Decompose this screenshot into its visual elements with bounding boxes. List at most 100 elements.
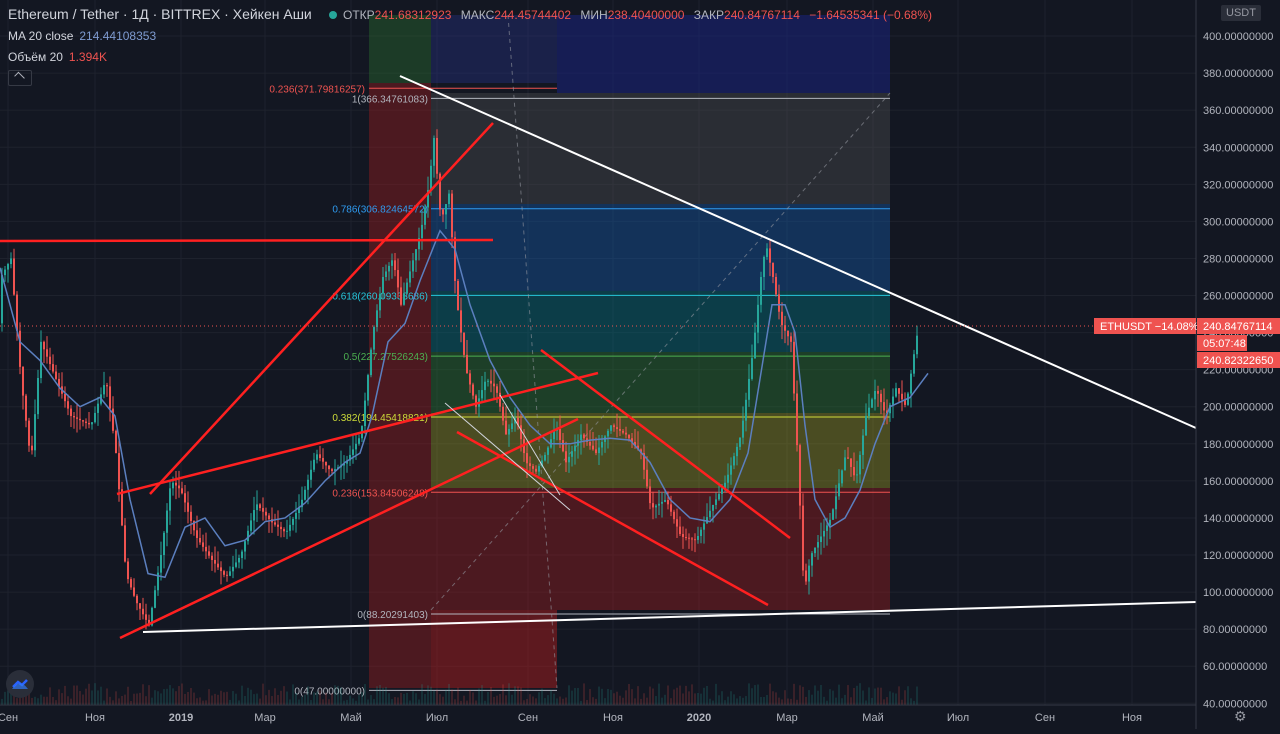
volume-bar [46, 696, 48, 705]
volume-bar [28, 691, 30, 705]
candle-body [544, 454, 546, 461]
tradingview-logo-icon[interactable] [6, 670, 34, 698]
volume-bar [727, 696, 729, 705]
volume-bar [211, 695, 213, 705]
volume-bar [847, 685, 849, 705]
settings-gear-icon[interactable]: ⚙ [1234, 708, 1247, 724]
volume-bar [571, 690, 573, 705]
trendline-red[interactable] [116, 371, 599, 496]
ohlc-low-label: МИН [580, 8, 608, 22]
fib-trend-dashed [430, 92, 891, 611]
trendline-thin[interactable] [444, 402, 571, 511]
volume-bar [757, 684, 759, 705]
trendline-red[interactable] [456, 430, 769, 607]
candle-body [553, 430, 555, 440]
symbol-title[interactable]: Ethereum / Tether · 1Д · BITTREX · Хейке… [8, 6, 312, 22]
volume-bar [259, 698, 261, 705]
candle-body [811, 553, 813, 566]
volume-bar [745, 696, 747, 705]
volume-bar [55, 700, 57, 705]
volume-bar [310, 700, 312, 705]
trendline-white[interactable] [399, 75, 1197, 429]
volume-bar [97, 690, 99, 705]
candle-body [895, 388, 897, 397]
fib-label: 1(366.34761083) [352, 94, 428, 105]
volume-bar [304, 694, 306, 705]
volume-bar [823, 696, 825, 705]
volume-bar [715, 683, 717, 705]
volume-bar [580, 700, 582, 705]
indicator-ma[interactable]: MA 20 close 214.44108353 [8, 29, 156, 43]
candle-body [364, 400, 366, 427]
y-tick-label: 100.00000000 [1203, 587, 1273, 599]
volume-bar [172, 688, 174, 705]
volume-bar [385, 686, 387, 705]
volume-bar [544, 698, 546, 705]
candle-body [82, 420, 84, 422]
candle-body [22, 366, 24, 396]
trendline-red[interactable] [149, 122, 494, 495]
volume-bar [808, 690, 810, 705]
candle-body [664, 500, 666, 502]
candle-body [211, 555, 213, 560]
candle-body [55, 371, 57, 379]
candle-body [844, 457, 846, 471]
candle-body [424, 207, 426, 225]
candle-body [571, 451, 573, 457]
ma-value-tag [1197, 352, 1280, 368]
candle-body [610, 425, 612, 431]
candle-body [235, 562, 237, 567]
volume-bar [586, 699, 588, 705]
volume-bar [439, 694, 441, 705]
candle-body [127, 561, 129, 580]
trendline-red[interactable] [540, 349, 791, 539]
trendline-red[interactable] [0, 238, 494, 243]
volume-bar [124, 694, 126, 705]
volume-bar [679, 685, 681, 705]
trendline-thin[interactable] [499, 394, 561, 496]
volume-bar [535, 698, 537, 705]
volume-bar [109, 696, 111, 705]
candle-body [493, 383, 495, 387]
candle-body [580, 434, 582, 441]
volume-bar [430, 686, 432, 705]
candle-body [769, 248, 771, 263]
collapse-legend-button[interactable] [8, 70, 32, 86]
volume-bar [280, 690, 282, 705]
candle-body [28, 420, 30, 446]
indicator-volume[interactable]: Объём 20 1.394K [8, 50, 107, 64]
ohlc-close-label: ЗАКР [693, 8, 725, 22]
ohlc-open-value: 241.68312923 [374, 8, 452, 22]
candle-body [709, 510, 711, 518]
volume-bar [616, 691, 618, 705]
x-tick-label: Сен [1035, 712, 1055, 724]
indicator-ma-name: MA 20 close [8, 29, 74, 43]
volume-bar [364, 684, 366, 705]
candle-body [700, 529, 702, 536]
candle-body [343, 463, 345, 466]
volume-bar [562, 698, 564, 705]
candle-body [535, 468, 537, 472]
candle-body [205, 546, 207, 552]
volume-bar [697, 692, 699, 705]
candle-body [745, 399, 747, 421]
ohlc-low-value: 238.40400000 [607, 8, 685, 22]
candle-body [391, 260, 393, 266]
volume-bar [199, 697, 201, 705]
currency-button[interactable]: USDT [1221, 5, 1261, 21]
candle-body [715, 499, 717, 505]
candle-body [760, 276, 762, 305]
candle-body [841, 470, 843, 484]
candle-body [19, 330, 21, 367]
volume-bar [547, 695, 549, 705]
candle-body [541, 460, 543, 467]
candle-body [46, 349, 48, 357]
candle-body [628, 434, 630, 439]
trendline-white[interactable] [142, 601, 1197, 633]
candle-body [658, 503, 660, 506]
volume-bar [205, 700, 207, 705]
candle-body [256, 504, 258, 511]
x-tick-label: Сен [518, 712, 538, 724]
